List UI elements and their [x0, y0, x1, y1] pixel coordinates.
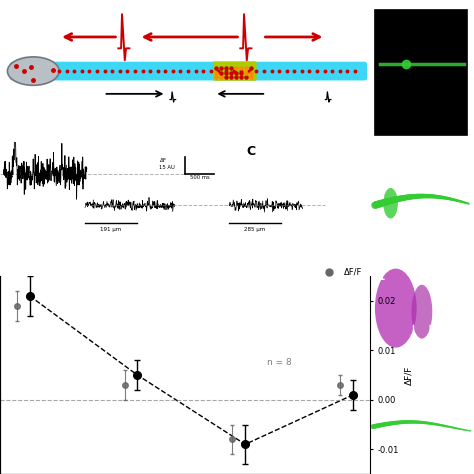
Ellipse shape: [8, 57, 59, 85]
Y-axis label: ΔF/F: ΔF/F: [404, 365, 413, 385]
Text: n = 8: n = 8: [267, 358, 292, 367]
Ellipse shape: [375, 269, 417, 347]
Text: 191 μm: 191 μm: [100, 227, 121, 232]
Text: a1: a1: [373, 272, 386, 282]
Text: $\Delta$F: $\Delta$F: [159, 156, 167, 164]
Text: a2: a2: [373, 381, 386, 391]
FancyBboxPatch shape: [10, 62, 367, 81]
Ellipse shape: [383, 188, 398, 219]
Text: 500 ms: 500 ms: [190, 174, 210, 180]
Ellipse shape: [411, 285, 432, 338]
Text: 285 μm: 285 μm: [245, 227, 266, 232]
Legend: ΔF/F: ΔF/F: [317, 264, 365, 280]
Bar: [375, 10, 467, 135]
Text: ← soma: ← soma: [382, 387, 412, 396]
Text: C: C: [246, 145, 255, 157]
Text: 15 AU: 15 AU: [159, 165, 175, 170]
FancyBboxPatch shape: [213, 62, 256, 81]
